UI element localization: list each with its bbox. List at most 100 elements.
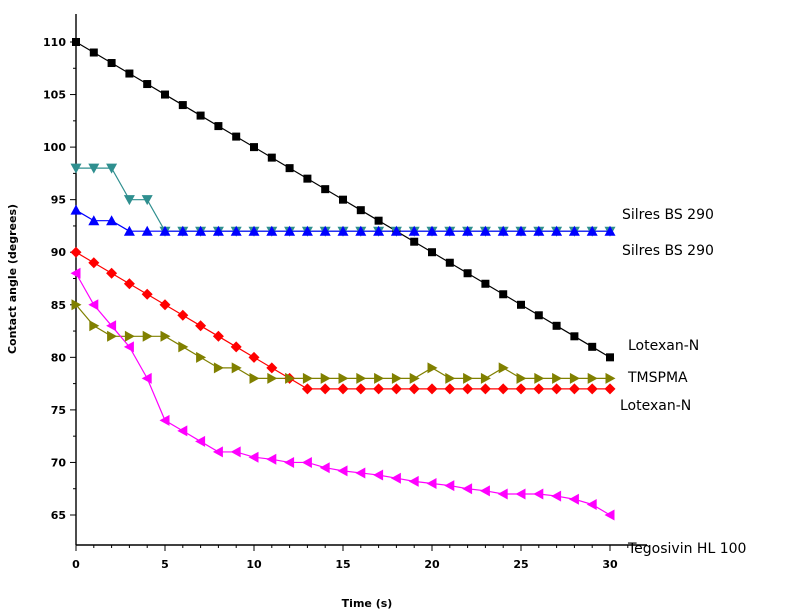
data-point-series-3 [159, 299, 171, 311]
data-point-series-5 [390, 472, 401, 484]
data-point-series-5 [301, 456, 312, 468]
x-tick-label: 20 [424, 558, 440, 571]
data-point-series-0 [374, 216, 383, 225]
data-point-series-0 [534, 311, 543, 320]
data-point-series-0 [339, 195, 347, 204]
data-point-series-4 [498, 362, 509, 374]
data-point-series-2 [248, 225, 260, 236]
data-point-series-4 [267, 372, 278, 384]
data-point-series-5 [70, 267, 81, 279]
data-point-series-4 [249, 372, 260, 384]
data-point-series-5 [444, 480, 455, 492]
data-point-series-1 [123, 195, 135, 206]
data-point-series-5 [159, 414, 170, 426]
data-point-series-3 [390, 383, 402, 395]
data-point-series-4 [89, 320, 100, 332]
series-label-5: Tegosivin HL 100 [627, 541, 746, 557]
data-point-series-3 [266, 362, 278, 374]
data-point-series-2 [88, 215, 100, 226]
y-tick-label: 95 [51, 194, 66, 207]
plot-area [75, 14, 647, 546]
data-point-series-3 [586, 383, 598, 395]
x-tick-label: 25 [513, 558, 528, 571]
data-point-series-4 [107, 330, 118, 342]
data-point-series-2 [70, 204, 82, 215]
data-point-series-2 [159, 225, 171, 236]
data-point-series-0 [107, 59, 116, 68]
data-point-series-5 [551, 490, 562, 502]
data-point-series-4 [516, 372, 527, 384]
x-axis-title: Time (s) [342, 597, 393, 610]
x-tick-label: 0 [72, 558, 80, 571]
data-point-series-5 [195, 435, 206, 447]
data-point-series-3 [551, 383, 563, 395]
data-point-series-2 [355, 225, 367, 236]
data-point-series-5 [141, 372, 152, 384]
data-point-series-3 [479, 383, 491, 395]
data-point-series-0 [481, 279, 490, 288]
y-axis-title: Contact angle (degrees) [6, 204, 19, 354]
data-point-series-0 [445, 258, 454, 267]
data-point-series-3 [195, 320, 207, 332]
data-point-series-2 [266, 225, 278, 236]
y-tick-label: 70 [51, 456, 67, 469]
data-point-series-4 [285, 372, 296, 384]
data-point-series-0 [161, 90, 169, 99]
data-point-series-5 [248, 451, 259, 463]
data-point-series-3 [497, 383, 509, 395]
data-point-series-4 [160, 330, 171, 342]
data-point-series-4 [569, 372, 580, 384]
data-point-series-2 [568, 225, 580, 236]
data-point-series-4 [356, 372, 367, 384]
data-point-series-3 [248, 351, 260, 363]
data-point-series-5 [319, 462, 330, 474]
data-point-series-4 [480, 372, 491, 384]
data-point-series-0 [143, 80, 152, 89]
data-point-series-3 [106, 267, 118, 279]
data-point-series-4 [196, 351, 207, 363]
data-point-series-5 [604, 509, 615, 521]
data-point-series-0 [588, 342, 597, 351]
series-line-4 [75, 304, 610, 379]
data-point-series-2 [497, 225, 509, 236]
data-point-series-3 [568, 383, 580, 395]
data-point-series-4 [587, 372, 598, 384]
data-point-series-2 [123, 225, 135, 236]
data-point-series-2 [462, 225, 474, 236]
data-point-series-0 [178, 101, 187, 110]
data-point-series-2 [551, 225, 563, 236]
data-point-series-2 [301, 225, 313, 236]
data-point-series-0 [303, 174, 312, 183]
data-point-series-4 [552, 372, 563, 384]
data-point-series-4 [391, 372, 402, 384]
data-point-series-2 [195, 225, 207, 236]
data-point-series-4 [231, 362, 242, 374]
data-point-series-0 [232, 132, 241, 141]
series-markers [70, 38, 616, 521]
series-label-3: Lotexan-N [620, 398, 691, 414]
data-point-series-0 [606, 353, 614, 362]
data-point-series-4 [427, 362, 438, 374]
data-point-series-2 [284, 225, 296, 236]
data-point-series-0 [517, 300, 525, 309]
data-point-series-3 [123, 278, 135, 290]
data-point-series-5 [88, 299, 99, 311]
data-point-series-3 [230, 341, 242, 353]
data-point-series-2 [515, 225, 527, 236]
data-point-series-2 [444, 225, 456, 236]
data-point-series-2 [533, 225, 545, 236]
data-point-series-0 [72, 38, 80, 46]
data-point-series-3 [515, 383, 527, 395]
data-point-series-5 [266, 453, 277, 465]
data-point-series-4 [463, 372, 474, 384]
data-point-series-3 [373, 383, 385, 395]
data-point-series-5 [212, 446, 223, 458]
data-point-series-5 [497, 488, 508, 500]
data-point-series-5 [426, 477, 437, 489]
data-point-series-3 [408, 383, 420, 395]
data-point-series-4 [142, 330, 153, 342]
series-label-0: Lotexan-N [628, 338, 699, 354]
data-point-series-1 [88, 163, 100, 174]
y-tick-label: 110 [43, 36, 66, 49]
